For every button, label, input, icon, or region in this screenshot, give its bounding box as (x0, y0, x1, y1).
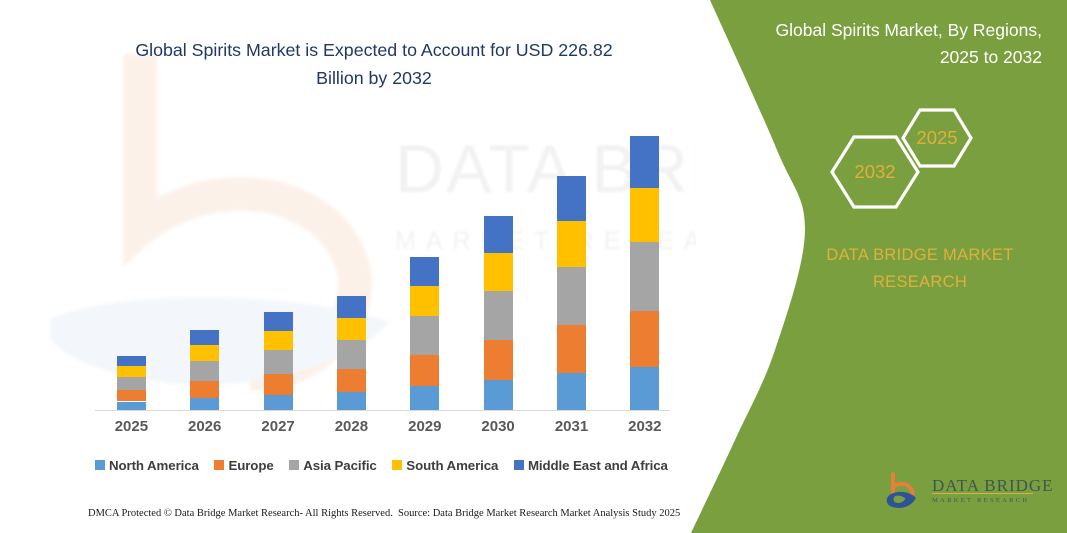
svg-text:2025: 2025 (916, 127, 957, 148)
svg-text:2032: 2032 (854, 161, 895, 182)
